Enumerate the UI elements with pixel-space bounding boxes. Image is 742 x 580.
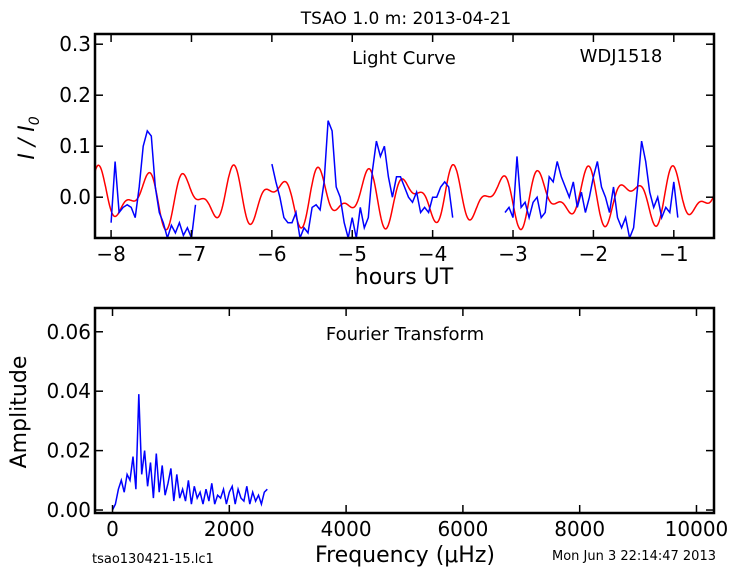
fourier-frame [93, 306, 716, 515]
light-curve-xtick-label: −3 [498, 242, 527, 266]
light-curve-data [110, 129, 197, 238]
light-curve-xtick-label: −5 [338, 242, 367, 266]
fourier-ytick-label: 0.04 [46, 379, 91, 403]
fourier-ytick-label: 0.00 [46, 498, 91, 522]
fourier-xlabel: Frequency (μHz) [315, 543, 495, 568]
fourier-xtick-label: 6000 [437, 517, 488, 541]
light-curve-frame [93, 32, 716, 240]
light-curve-xtick-label: −4 [418, 242, 447, 266]
fourier-xtick-label: 4000 [321, 517, 372, 541]
light-curve-ytick-label: 0.0 [59, 185, 91, 209]
light-curve-ytick-label: 0.3 [59, 32, 91, 56]
object-label: WDJ1518 [580, 46, 663, 67]
fourier-ytick-label: 0.02 [46, 439, 91, 463]
light-curve-xtick-label: −1 [659, 242, 688, 266]
footer-filename: tsao130421-15.lc1 [92, 552, 214, 567]
light-curve-xtick-label: −6 [257, 242, 286, 266]
footer-timestamp: Mon Jun 3 22:14:47 2013 [552, 549, 716, 564]
light-curve-annotation: Light Curve [352, 48, 456, 69]
light-curve-ylabel: I / I0 [15, 116, 43, 159]
fourier-xtick-label: 0 [106, 517, 119, 541]
light-curve-panel: −8 −7 −6 −5 −4 −3 −2 −1 0.0 0.1 0.2 0.3 Light Curve… [15, 32, 716, 290]
fourier-ytick-label: 0.06 [46, 320, 91, 344]
model-curve [95, 163, 714, 231]
fourier-amplitude [111, 394, 268, 511]
light-curve-data [504, 140, 679, 238]
fourier-xtick-label: 10000 [665, 517, 729, 541]
light-curve-xlabel: hours UT [355, 265, 454, 290]
light-curve-xtick-label: −7 [177, 242, 206, 266]
light-curve-xtick-label: −2 [579, 242, 608, 266]
light-curve-ytick-label: 0.1 [59, 134, 91, 158]
fourier-ylabel: Amplitude [7, 356, 32, 469]
fourier-xtick-label: 8000 [554, 517, 605, 541]
fourier-xtick-label: 2000 [204, 517, 255, 541]
fourier-annotation: Fourier Transform [326, 324, 484, 345]
light-curve-xtick-label: −8 [96, 242, 125, 266]
figure-title: TSAO 1.0 m: 2013-04-21 [300, 9, 512, 29]
fourier-panel: 0 2000 4000 6000 8000 10000 0.00 0.02 0.04 0.06 F… [7, 306, 729, 568]
light-curve-data [271, 120, 454, 238]
light-curve-ytick-label: 0.2 [59, 83, 91, 107]
